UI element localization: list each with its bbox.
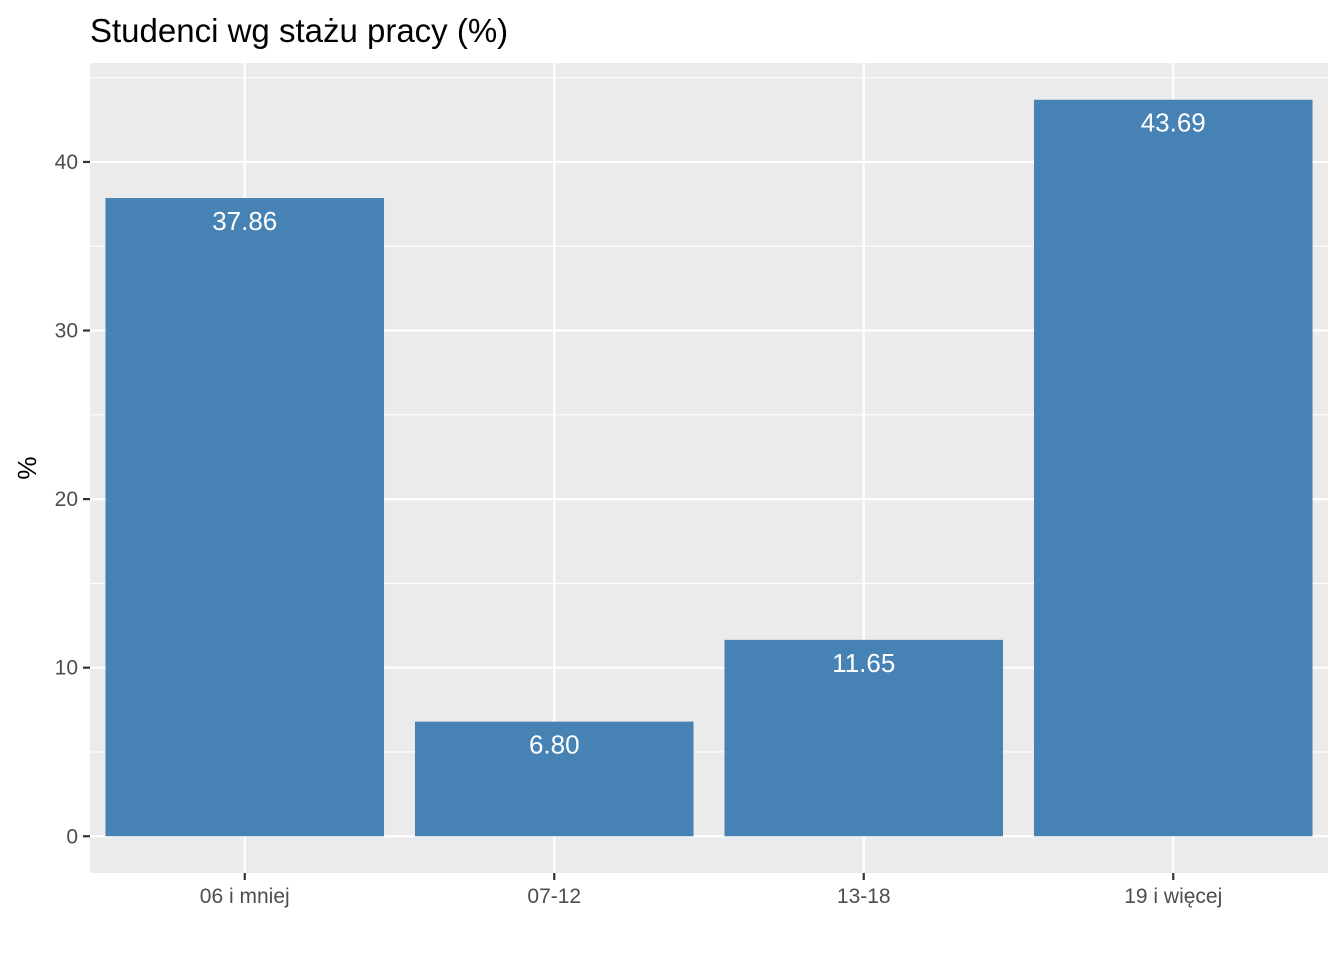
y-tick-label: 30 — [55, 320, 78, 343]
bar-value-label: 6.80 — [529, 730, 580, 760]
bar-value-label: 37.86 — [212, 206, 277, 236]
bar-value-label: 43.69 — [1141, 108, 1206, 138]
bar-value-label: 11.65 — [832, 648, 895, 678]
y-tick-label: 40 — [55, 151, 78, 174]
bar-labels-group: 37.86 6.80 11.65 43.69 — [212, 108, 1206, 760]
bar — [105, 198, 385, 837]
x-tick-label: 07-12 — [527, 885, 581, 908]
x-tick-label: 19 i więcej — [1124, 885, 1222, 908]
x-tick-label: 06 i mniej — [200, 885, 290, 908]
y-tick-label: 20 — [55, 488, 78, 511]
bars-group — [105, 99, 1313, 837]
y-axis-title: % — [12, 456, 42, 479]
bar — [724, 639, 1004, 837]
y-tick-label: 10 — [55, 657, 78, 680]
chart-title: Studenci wg stażu pracy (%) — [90, 12, 508, 49]
y-tick-label: 0 — [66, 825, 78, 848]
y-axis: 0 10 20 30 40 — [55, 151, 90, 848]
bar — [1033, 99, 1313, 837]
x-tick-label: 13-18 — [837, 885, 891, 908]
x-axis: 06 i mniej 07-12 13-18 19 i więcej — [200, 873, 1222, 908]
bar — [414, 721, 694, 837]
